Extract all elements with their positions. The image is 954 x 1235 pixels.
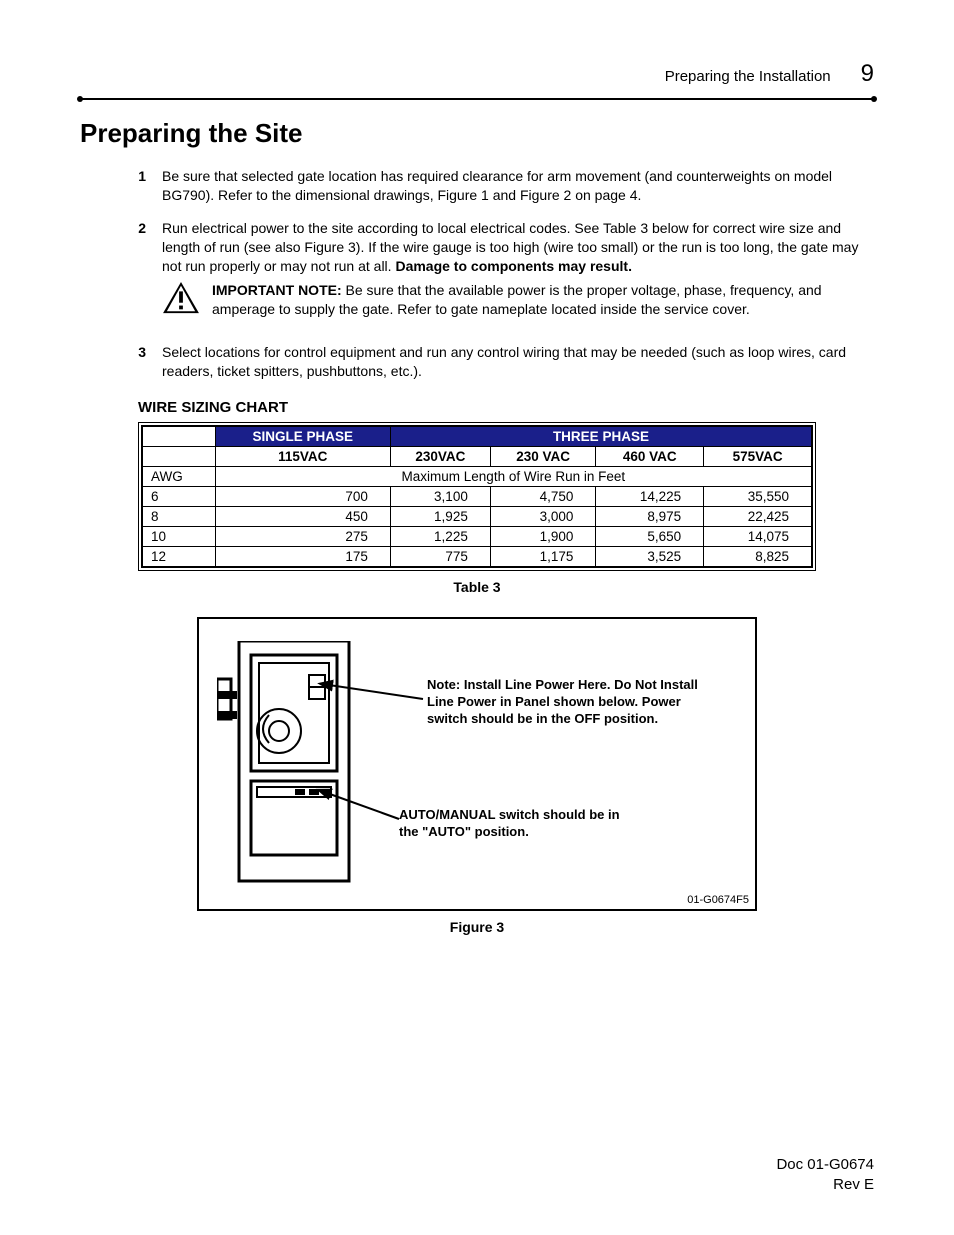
table-caption: Table 3 (80, 579, 874, 595)
row-label: AWG (143, 467, 216, 487)
col-voltage: 575VAC (704, 447, 812, 467)
table-row: 10 275 1,225 1,900 5,650 14,075 (143, 527, 812, 547)
step-text: Be sure that selected gate location has … (162, 167, 874, 205)
table-row: 8 450 1,925 3,000 8,975 22,425 (143, 507, 812, 527)
step-item: 3 Select locations for control equipment… (130, 343, 874, 381)
step-number: 1 (130, 167, 146, 205)
col-group: THREE PHASE (390, 427, 811, 447)
col-voltage: 115VAC (215, 447, 390, 467)
doc-rev: Rev E (776, 1175, 874, 1195)
figure-id: 01-G0674F5 (687, 894, 749, 906)
col-group: SINGLE PHASE (215, 427, 390, 447)
header-section: Preparing the Installation (665, 68, 831, 85)
step-number: 2 (130, 219, 146, 329)
step-bold-tail: Damage to components may result. (395, 258, 632, 274)
table-row: 6 700 3,100 4,750 14,225 35,550 (143, 487, 812, 507)
chart-title: WIRE SIZING CHART (138, 399, 874, 416)
figure-caption: Figure 3 (197, 919, 757, 935)
doc-id: Doc 01-G0674 (776, 1155, 874, 1175)
figure-3: Note: Install Line Power Here. Do Not In… (197, 617, 757, 935)
figure-note-1: Note: Install Line Power Here. Do Not In… (427, 677, 707, 728)
step-item: 1 Be sure that selected gate location ha… (130, 167, 874, 205)
step-item: 2 Run electrical power to the site accor… (130, 219, 874, 329)
page-number: 9 (861, 60, 874, 88)
page-title: Preparing the Site (80, 118, 874, 149)
col-voltage: 230 VAC (490, 447, 596, 467)
col-voltage: 230VAC (390, 447, 490, 467)
step-number: 3 (130, 343, 146, 381)
figure-note-2: AUTO/MANUAL switch should be in the "AUT… (399, 807, 629, 841)
step-text: Select locations for control equipment a… (162, 343, 874, 381)
annotation-arrows (199, 619, 759, 909)
col-voltage: 460 VAC (596, 447, 704, 467)
horizontal-rule (80, 98, 874, 100)
span-label: Maximum Length of Wire Run in Feet (215, 467, 811, 487)
wire-sizing-table: SINGLE PHASE THREE PHASE 115VAC 230VAC 2… (138, 422, 816, 571)
important-note: IMPORTANT NOTE: Be sure that the availab… (212, 281, 874, 319)
warning-icon (162, 281, 200, 315)
step-list: 1 Be sure that selected gate location ha… (130, 167, 874, 381)
table-row: 12 175 775 1,175 3,525 8,825 (143, 547, 812, 567)
footer: Doc 01-G0674 Rev E (776, 1155, 874, 1196)
